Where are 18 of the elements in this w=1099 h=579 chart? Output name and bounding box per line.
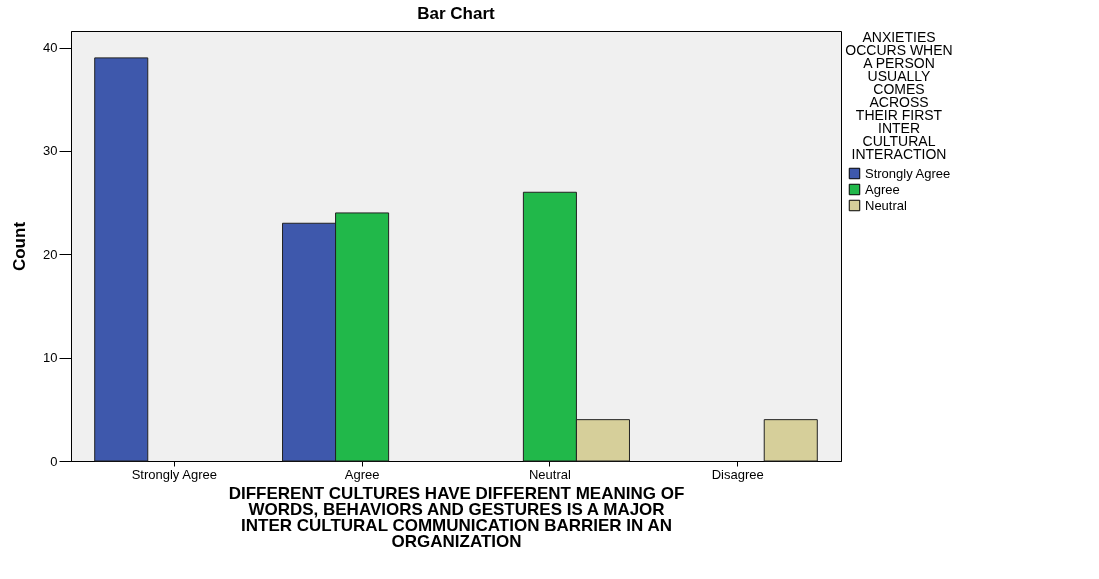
y-axis-title: Count [10, 221, 30, 272]
x-tick-label: Disagree [711, 466, 764, 482]
legend-label: Neutral [865, 197, 908, 213]
y-tick-label: 0 [50, 453, 58, 469]
chart-title: Bar Chart [417, 4, 496, 23]
y-tick-label: 30 [43, 143, 58, 159]
text: ANXIETIES OCCURS WHEN A PERSON USUALLY COMES ACROSS THEIR FIRST INTER CULTURAL INTERACTION [845, 29, 953, 162]
legend-label: Agree [865, 181, 900, 197]
x-tick-label: Neutral [528, 466, 571, 482]
x-tick-label: Strongly Agree [131, 466, 217, 482]
bar [94, 57, 149, 462]
y-tick-label: 10 [43, 350, 58, 366]
y-tick-label: 40 [43, 40, 58, 56]
x-axis-title: DIFFERENT CULTURES HAVE DIFFERENT MEANING OF WORDS, BEHAVIORS AND GESTURES IS A MAJOR INTER CULTURAL COMMUNICATION BARRIER IN AN ORGANIZATION [228, 483, 685, 551]
x-tick-label: Agree [344, 466, 380, 482]
bar [763, 419, 818, 462]
legend-label: Strongly Agree [865, 165, 951, 181]
y-tick-label: 20 [43, 246, 58, 262]
